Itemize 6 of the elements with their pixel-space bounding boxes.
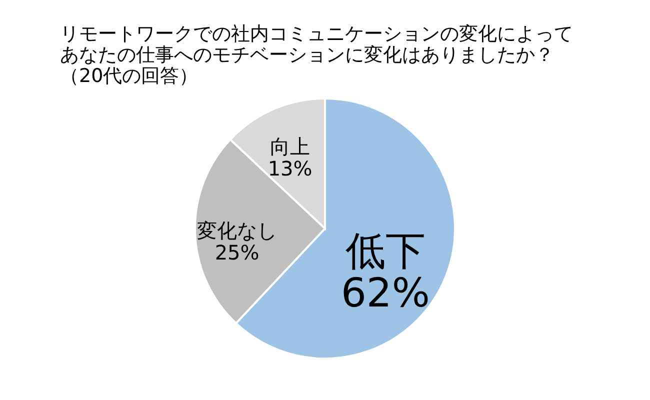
slice-label: 向上 [270,134,310,159]
chart-title: リモートワークでの社内コミュニケーションの変化によってあなたの仕事へのモチベーションに変化はありましたか？ [60,23,573,66]
data-label: 13% [268,156,312,181]
chart-subtitle: （20代の回答） [60,65,198,87]
slice-label: 変化なし [197,218,278,242]
data-label: 25% [214,240,260,264]
